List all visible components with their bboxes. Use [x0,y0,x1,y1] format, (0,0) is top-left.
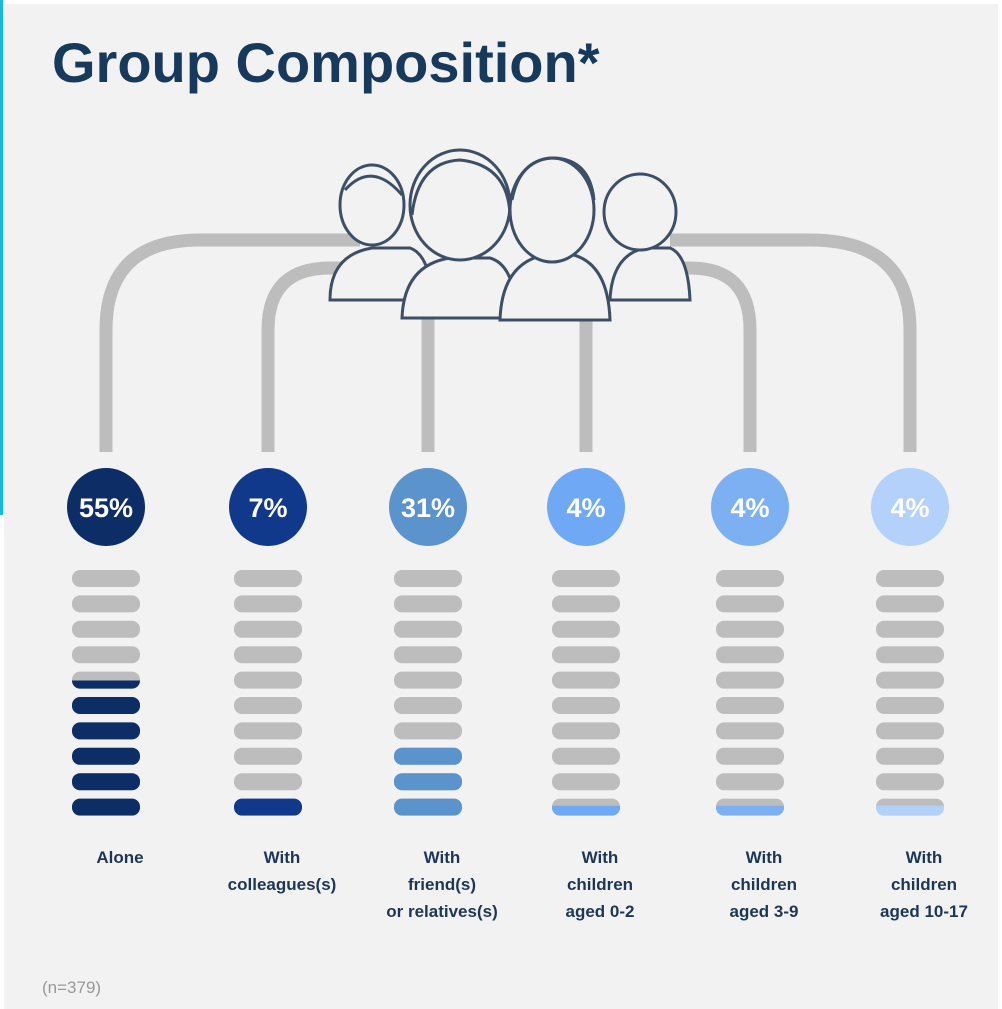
filled-pills [234,798,302,816]
value-label: 55% [79,493,133,523]
pill [234,570,302,587]
filled-pills [72,680,140,816]
filled-pill [234,798,302,816]
filled-pill [394,747,462,765]
category-label: With children aged 0-2 [565,848,635,921]
filled-pills [716,805,784,816]
filled-pill [72,722,140,740]
filled-pill [876,805,944,816]
filled-pill [72,680,140,689]
value-badge [389,468,467,546]
value-label: 4% [890,493,929,523]
filled-pill [72,798,140,816]
pill [876,773,944,791]
filled-pill [72,747,140,765]
pill [234,773,302,791]
pill [876,595,944,613]
pill [716,697,784,714]
pill [876,697,944,714]
pill [234,646,302,664]
filled-pill [552,805,620,816]
pill [716,620,784,638]
filled-pills [876,805,944,816]
pill [552,570,620,587]
pill [552,722,620,740]
chart-title: Group Composition* [52,31,600,94]
sample-note: (n=379) [42,978,102,997]
pill [552,595,620,613]
pill [234,595,302,613]
value-badge [871,468,949,546]
pill [552,773,620,791]
pill [234,620,302,638]
filled-pills [394,747,462,816]
pill [716,773,784,791]
pill [876,671,944,689]
filled-pill [394,773,462,791]
value-label: 31% [401,493,455,523]
pill [394,595,462,613]
value-badge [67,468,145,546]
connectors [99,233,917,452]
pill [394,697,462,714]
pill [876,620,944,638]
value-label: 4% [566,493,605,523]
pill [876,570,944,587]
value-label: 7% [248,493,287,523]
category-label: With children aged 10-17 [880,848,968,921]
pill [716,595,784,613]
value-badge [711,468,789,546]
pill [716,747,784,765]
pill [552,697,620,714]
pill [876,722,944,740]
category-label: With children aged 3-9 [729,848,799,921]
pill [72,595,140,613]
pill [234,671,302,689]
filled-pill [72,697,140,714]
pill [234,747,302,765]
pill [716,570,784,587]
category-label: Alone [96,848,144,867]
category-label: With colleagues(s) [227,848,337,894]
pill [716,722,784,740]
accent-line [0,0,3,515]
pill [394,620,462,638]
filled-pills [552,805,620,816]
pill [394,646,462,664]
pill [876,747,944,765]
pill [394,671,462,689]
category-label: With friend(s) or relatives(s) [386,848,498,921]
pill [72,646,140,664]
pill [72,620,140,638]
pill [876,646,944,664]
pill [552,747,620,765]
pill [234,722,302,740]
value-label: 4% [730,493,769,523]
filled-pill [394,798,462,816]
pill [552,646,620,664]
pill [234,697,302,714]
pill [394,570,462,587]
pill [716,671,784,689]
pill [716,646,784,664]
pill [394,722,462,740]
filled-pill [716,805,784,816]
value-badge [229,468,307,546]
pill [72,570,140,587]
filled-pill [72,773,140,791]
value-badge [547,468,625,546]
pill [552,671,620,689]
pill [552,620,620,638]
people-icon [328,148,692,322]
